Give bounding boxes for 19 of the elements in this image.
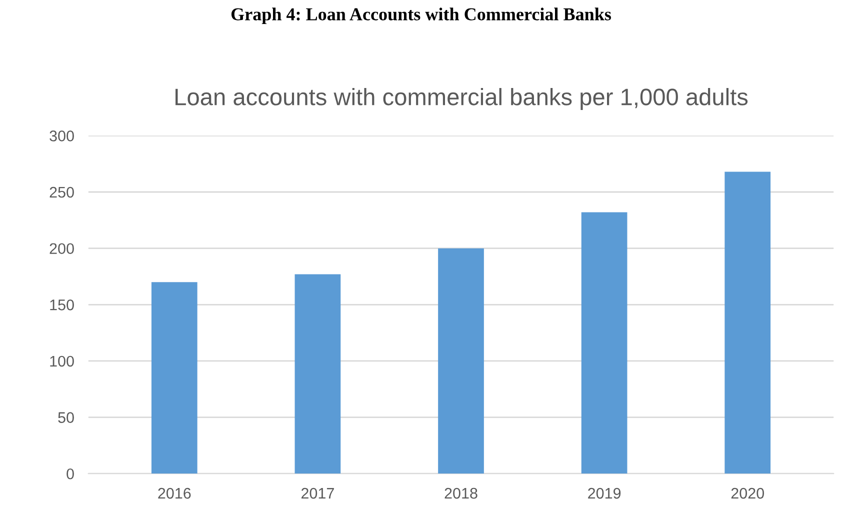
bar [724,172,771,474]
x-tick-label: 2016 [158,488,191,499]
x-tick-label: 2017 [301,488,334,499]
bar [581,212,628,474]
bar [438,248,484,474]
y-tick-label: 200 [50,243,74,254]
x-tick-label: 2018 [444,488,478,499]
y-tick-label: 0 [66,468,74,480]
y-tick-label: 300 [50,130,74,142]
caption: Graph 4: Loan Accounts with Commercial Banks [231,8,611,24]
y-tick-label: 50 [58,412,74,423]
bar [294,274,341,474]
x-tick-label: 2020 [731,488,764,499]
y-tick-label: 100 [50,356,74,367]
x-tick-label: 2019 [588,488,621,499]
bar [151,282,198,474]
y-tick-label: 250 [50,186,74,198]
y-tick-label: 150 [50,300,74,310]
chart-title: Loan accounts with commercial banks per 1,000 adults [176,88,748,110]
